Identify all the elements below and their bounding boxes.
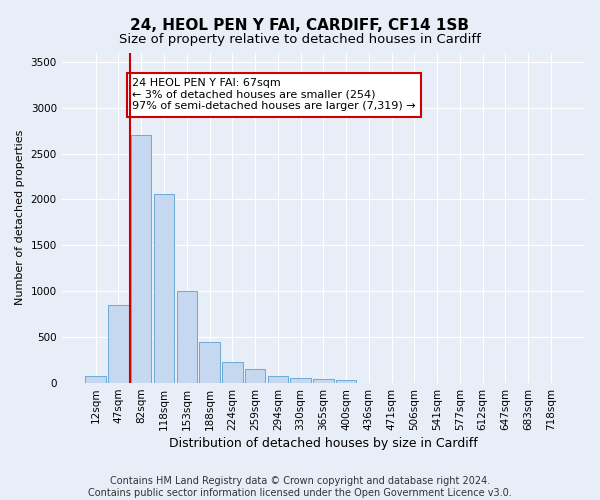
Text: Contains HM Land Registry data © Crown copyright and database right 2024.
Contai: Contains HM Land Registry data © Crown c… (88, 476, 512, 498)
Bar (199, 342, 220, 383)
Bar (245, 370, 265, 383)
X-axis label: Distribution of detached houses by size in Cardiff: Distribution of detached houses by size … (169, 437, 478, 450)
Bar (222, 362, 242, 383)
Bar (313, 379, 334, 383)
Bar (85, 376, 106, 383)
Bar (290, 378, 311, 383)
Text: 24, HEOL PEN Y FAI, CARDIFF, CF14 1SB: 24, HEOL PEN Y FAI, CARDIFF, CF14 1SB (131, 18, 470, 32)
Bar (154, 194, 174, 383)
Bar (268, 376, 288, 383)
Bar (131, 135, 151, 383)
Text: 24 HEOL PEN Y FAI: 67sqm
← 3% of detached houses are smaller (254)
97% of semi-d: 24 HEOL PEN Y FAI: 67sqm ← 3% of detache… (132, 78, 416, 112)
Bar (108, 305, 129, 383)
Bar (336, 380, 356, 383)
Text: Size of property relative to detached houses in Cardiff: Size of property relative to detached ho… (119, 32, 481, 46)
Y-axis label: Number of detached properties: Number of detached properties (15, 130, 25, 306)
Bar (176, 291, 197, 383)
